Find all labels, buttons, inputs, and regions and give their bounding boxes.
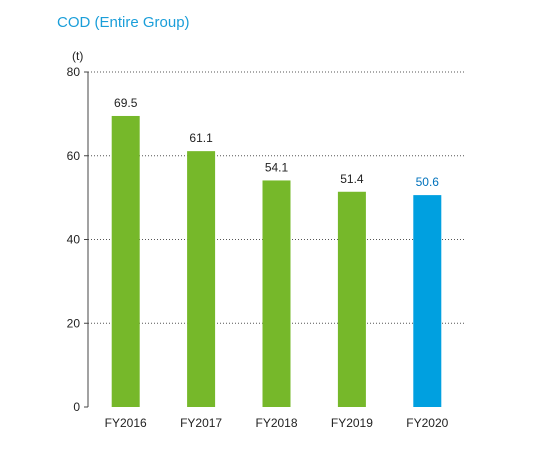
y-tick-label: 20: [67, 316, 81, 330]
bar-value-label: 50.6: [416, 175, 440, 189]
bar-fy2016: [111, 115, 140, 407]
y-tick-label: 40: [67, 233, 81, 247]
x-tick-label: FY2020: [406, 416, 448, 430]
bar-fy2018: [262, 180, 291, 407]
bar-fy2019: [337, 191, 366, 407]
bar-fy2017: [187, 151, 216, 407]
y-tick-label: 80: [67, 65, 81, 79]
bar-fy2020: [413, 195, 442, 407]
bar-value-label: 51.4: [340, 172, 364, 186]
y-axis-unit-label: (t): [72, 49, 83, 63]
x-tick-label: FY2019: [331, 416, 373, 430]
x-tick-label: FY2018: [255, 416, 297, 430]
axes: [84, 71, 89, 408]
y-tick-label: 0: [73, 400, 80, 414]
y-tick-label: 60: [67, 149, 81, 163]
chart-title: COD (Entire Group): [57, 14, 190, 31]
x-tick-label: FY2017: [180, 416, 222, 430]
labels: 0 20 40 60 80 69.5 FY2016 61.1 FY2017 54.1 FY2018 5…: [67, 65, 449, 430]
x-tick-label: FY2016: [105, 416, 147, 430]
bar-value-label: 61.1: [189, 131, 213, 145]
bar-value-label: 69.5: [114, 96, 138, 110]
bars: [111, 115, 442, 407]
bar-value-label: 54.1: [265, 160, 289, 174]
